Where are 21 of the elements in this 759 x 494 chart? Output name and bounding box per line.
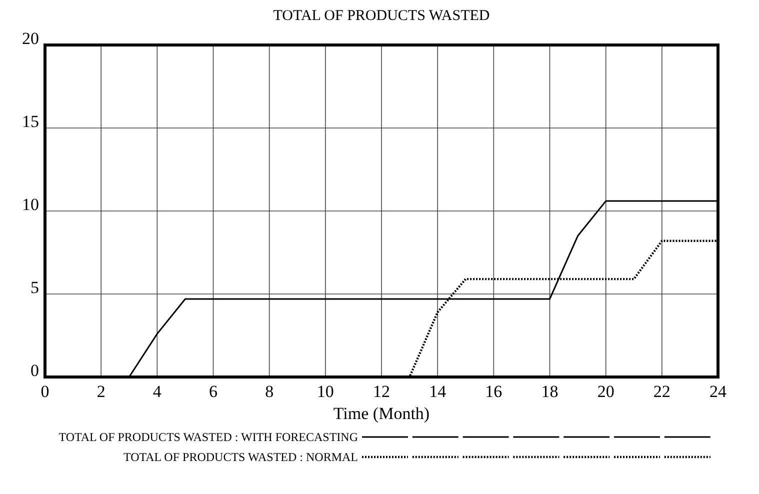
- x-tick-label: 6: [209, 382, 218, 402]
- legend-label: TOTAL OF PRODUCTS WASTED : WITH FORECASTING: [58, 430, 358, 444]
- y-tick-label: 20: [22, 29, 39, 48]
- x-tick-label: 10: [316, 382, 334, 402]
- x-tick-label: 12: [373, 382, 390, 402]
- x-axis-title: Time (Month): [333, 404, 430, 423]
- x-tick-label: 8: [265, 382, 274, 402]
- x-tick-label: 2: [96, 382, 106, 402]
- x-tick-label: 24: [710, 382, 727, 402]
- chart-title: TOTAL OF PRODUCTS WASTED: [273, 8, 490, 24]
- x-tick-label: 16: [485, 382, 502, 402]
- legend-label: TOTAL OF PRODUCTS WASTED : NORMAL: [123, 450, 358, 464]
- x-tick-label: 18: [541, 382, 558, 402]
- y-tick-label: 15: [22, 112, 39, 132]
- x-tick-label: 22: [653, 382, 670, 402]
- y-tick-label: 0: [30, 361, 39, 380]
- x-tick-label: 14: [429, 382, 447, 402]
- y-tick-label: 5: [30, 278, 39, 298]
- x-tick-label: 4: [152, 382, 162, 402]
- x-tick-label: 20: [597, 382, 614, 402]
- y-tick-label: 10: [22, 195, 39, 214]
